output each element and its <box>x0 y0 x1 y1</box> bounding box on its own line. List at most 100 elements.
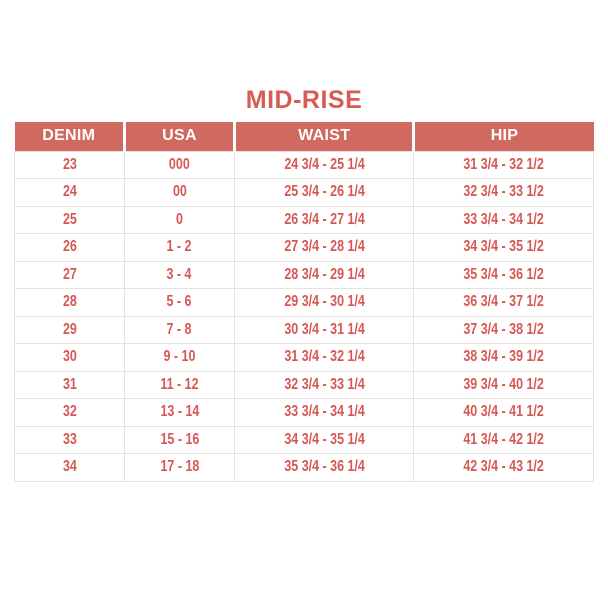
header-row: DENIM USA WAIST HIP <box>14 122 594 151</box>
column-header-waist: WAIST <box>232 122 414 151</box>
table-row: 26 1 - 2 27 3/4 - 28 1/4 34 3/4 - 35 1/2 <box>14 233 594 262</box>
cell-waist: 35 3/4 - 36 1/4 <box>233 453 415 482</box>
cell-usa: 1 - 2 <box>124 233 235 262</box>
cell-value: 000 <box>169 155 190 173</box>
cell-value: 5 - 6 <box>167 293 192 311</box>
cell-denim: 29 <box>14 315 125 344</box>
table-row: 32 13 - 14 33 3/4 - 34 1/4 40 3/4 - 41 1/2 <box>14 398 594 427</box>
cell-value: 25 <box>62 210 77 228</box>
page-title: MID-RISE <box>245 86 363 114</box>
cell-value: 7 - 8 <box>167 320 192 338</box>
cell-hip: 42 3/4 - 43 1/2 <box>413 453 594 482</box>
cell-waist: 34 3/4 - 35 1/4 <box>233 425 415 454</box>
cell-value: 41 3/4 - 42 1/2 <box>463 430 544 448</box>
cell-waist: 31 3/4 - 32 1/4 <box>233 343 415 372</box>
cell-value: 13 - 14 <box>160 403 199 421</box>
cell-denim: 32 <box>14 398 125 427</box>
cell-value: 24 3/4 - 25 1/4 <box>283 155 365 173</box>
cell-value: 25 3/4 - 26 1/4 <box>283 183 365 201</box>
cell-hip: 40 3/4 - 41 1/2 <box>413 398 594 427</box>
cell-hip: 38 3/4 - 39 1/2 <box>413 343 594 372</box>
cell-hip: 32 3/4 - 33 1/2 <box>413 178 594 207</box>
cell-value: 24 <box>62 183 77 201</box>
table-row: 28 5 - 6 29 3/4 - 30 1/4 36 3/4 - 37 1/2 <box>14 288 594 317</box>
table-row: 24 00 25 3/4 - 26 1/4 32 3/4 - 33 1/2 <box>14 178 594 207</box>
cell-value: 23 <box>62 155 77 173</box>
cell-value: 31 3/4 - 32 1/2 <box>463 155 544 173</box>
cell-hip: 37 3/4 - 38 1/2 <box>413 315 594 344</box>
cell-waist: 25 3/4 - 26 1/4 <box>233 178 415 207</box>
cell-value: 9 - 10 <box>163 348 196 366</box>
cell-value: 0 <box>176 210 183 228</box>
cell-usa: 17 - 18 <box>124 453 235 482</box>
table-header: DENIM USA WAIST HIP <box>14 122 594 151</box>
cell-value: 40 3/4 - 41 1/2 <box>463 403 544 421</box>
cell-value: 00 <box>172 183 187 201</box>
cell-denim: 26 <box>14 233 125 262</box>
cell-value: 15 - 16 <box>160 430 199 448</box>
cell-denim: 27 <box>14 260 125 289</box>
cell-usa: 13 - 14 <box>124 398 235 427</box>
cell-waist: 30 3/4 - 31 1/4 <box>233 315 415 344</box>
cell-usa: 11 - 12 <box>124 370 235 399</box>
table-row: 29 7 - 8 30 3/4 - 31 1/4 37 3/4 - 38 1/2 <box>14 315 594 344</box>
cell-value: 3 - 4 <box>167 265 192 283</box>
cell-hip: 39 3/4 - 40 1/2 <box>413 370 594 399</box>
cell-value: 34 <box>62 458 77 476</box>
cell-waist: 29 3/4 - 30 1/4 <box>233 288 415 317</box>
cell-value: 31 3/4 - 32 1/4 <box>283 348 365 366</box>
cell-hip: 33 3/4 - 34 1/2 <box>413 205 594 234</box>
cell-value: 26 <box>62 238 77 256</box>
cell-value: 26 3/4 - 27 1/4 <box>283 210 365 228</box>
cell-value: 11 - 12 <box>160 375 199 393</box>
cell-denim: 33 <box>14 425 125 454</box>
cell-value: 31 <box>62 375 77 393</box>
cell-usa: 9 - 10 <box>124 343 235 372</box>
cell-waist: 28 3/4 - 29 1/4 <box>233 260 415 289</box>
cell-value: 29 <box>62 320 77 338</box>
cell-value: 1 - 2 <box>167 238 192 256</box>
cell-value: 33 <box>62 430 77 448</box>
cell-denim: 31 <box>14 370 125 399</box>
cell-value: 28 3/4 - 29 1/4 <box>283 265 365 283</box>
cell-value: 30 3/4 - 31 1/4 <box>283 320 365 338</box>
cell-waist: 26 3/4 - 27 1/4 <box>233 205 415 234</box>
cell-value: 32 3/4 - 33 1/4 <box>283 375 365 393</box>
cell-hip: 31 3/4 - 32 1/2 <box>413 150 594 179</box>
cell-value: 30 <box>62 348 77 366</box>
table-row: 23 000 24 3/4 - 25 1/4 31 3/4 - 32 1/2 <box>14 150 594 179</box>
cell-value: 32 3/4 - 33 1/2 <box>463 183 544 201</box>
cell-denim: 34 <box>14 453 125 482</box>
cell-hip: 34 3/4 - 35 1/2 <box>413 233 594 262</box>
cell-value: 34 3/4 - 35 1/2 <box>463 238 544 256</box>
table-row: 30 9 - 10 31 3/4 - 32 1/4 38 3/4 - 39 1/2 <box>14 343 594 372</box>
size-chart-table: DENIM USA WAIST HIP 23 000 24 3/4 - 25 1/4… <box>14 122 594 482</box>
cell-waist: 24 3/4 - 25 1/4 <box>233 150 415 179</box>
table-row: 34 17 - 18 35 3/4 - 36 1/4 42 3/4 - 43 1/2 <box>14 453 594 482</box>
cell-value: 34 3/4 - 35 1/4 <box>283 430 365 448</box>
cell-usa: 000 <box>124 150 235 179</box>
table-row: 25 0 26 3/4 - 27 1/4 33 3/4 - 34 1/2 <box>14 205 594 234</box>
cell-usa: 3 - 4 <box>124 260 235 289</box>
cell-value: 27 3/4 - 28 1/4 <box>283 238 365 256</box>
column-header-hip: HIP <box>412 122 594 151</box>
cell-waist: 27 3/4 - 28 1/4 <box>233 233 415 262</box>
cell-value: 33 3/4 - 34 1/2 <box>463 210 544 228</box>
column-header-denim: DENIM <box>14 122 125 151</box>
cell-value: 28 <box>62 293 77 311</box>
cell-value: 29 3/4 - 30 1/4 <box>283 293 365 311</box>
cell-waist: 33 3/4 - 34 1/4 <box>233 398 415 427</box>
cell-usa: 5 - 6 <box>124 288 235 317</box>
cell-hip: 41 3/4 - 42 1/2 <box>413 425 594 454</box>
cell-usa: 7 - 8 <box>124 315 235 344</box>
cell-denim: 24 <box>14 178 125 207</box>
table-row: 33 15 - 16 34 3/4 - 35 1/4 41 3/4 - 42 1/2 <box>14 425 594 454</box>
column-header-usa: USA <box>123 122 235 151</box>
cell-value: 33 3/4 - 34 1/4 <box>283 403 365 421</box>
table-row: 31 11 - 12 32 3/4 - 33 1/4 39 3/4 - 40 1/2 <box>14 370 594 399</box>
cell-usa: 15 - 16 <box>124 425 235 454</box>
cell-value: 27 <box>62 265 77 283</box>
cell-denim: 28 <box>14 288 125 317</box>
cell-denim: 25 <box>14 205 125 234</box>
